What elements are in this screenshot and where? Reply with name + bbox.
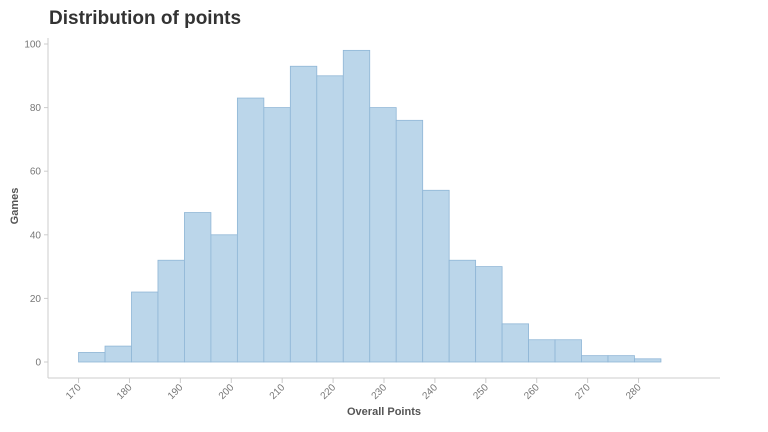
x-tick-label-250: 250 <box>471 382 491 402</box>
histogram-bar-2 <box>131 291 159 363</box>
x-tick-label-180: 180 <box>115 382 135 402</box>
x-tick-label-190: 190 <box>166 382 186 402</box>
x-tick-label-200: 200 <box>217 382 237 402</box>
x-tick-label-210: 210 <box>268 382 288 402</box>
histogram-bar-13 <box>422 189 450 363</box>
histogram-bar-7 <box>263 107 291 363</box>
x-ticks-layer: 170 180 190 200 210 220 230 240 250 260 270 280 <box>64 378 644 402</box>
histogram-bar-19 <box>581 355 609 363</box>
y-tick-label-80: 80 <box>30 103 42 114</box>
histogram-bar-14 <box>448 259 477 363</box>
histogram-bar-10 <box>342 49 371 363</box>
x-tick-label-170: 170 <box>64 382 84 402</box>
histogram-bar-15 <box>475 266 503 363</box>
x-tick-label-270: 270 <box>573 382 593 402</box>
histogram-bar-0 <box>78 352 106 363</box>
x-axis-title: Overall Points <box>347 406 421 418</box>
x-tick-label-240: 240 <box>420 382 440 402</box>
histogram-bar-1 <box>104 345 132 363</box>
y-axis-title: Games <box>9 188 21 225</box>
histogram-bar-20 <box>607 355 635 363</box>
x-tick-label-220: 220 <box>319 382 339 402</box>
histogram-bar-18 <box>554 339 582 363</box>
y-tick-label-100: 100 <box>24 40 41 51</box>
histogram-bar-12 <box>395 119 424 363</box>
x-tick-label-230: 230 <box>370 382 390 402</box>
histogram-bar-6 <box>236 97 265 363</box>
histogram-bar-4 <box>184 212 212 363</box>
y-tick-label-60: 60 <box>30 167 42 178</box>
x-tick-label-280: 280 <box>624 382 644 402</box>
histogram-bar-3 <box>157 259 185 363</box>
y-tick-label-0: 0 <box>35 358 41 369</box>
bars-layer <box>78 49 662 363</box>
chart-title: Distribution of points <box>49 8 242 29</box>
y-ticks-layer: 0 20 40 60 80 100 <box>24 40 48 369</box>
y-tick-label-40: 40 <box>30 230 42 241</box>
histogram-bar-9 <box>316 75 344 363</box>
y-tick-label-20: 20 <box>30 294 42 305</box>
histogram-bar-8 <box>289 65 318 363</box>
x-tick-label-260: 260 <box>522 382 542 402</box>
histogram-bar-17 <box>528 339 556 363</box>
histogram-bar-21 <box>634 358 662 363</box>
histogram-bar-5 <box>210 234 238 363</box>
histogram-bar-16 <box>501 323 529 363</box>
histogram-bar-11 <box>369 107 397 363</box>
